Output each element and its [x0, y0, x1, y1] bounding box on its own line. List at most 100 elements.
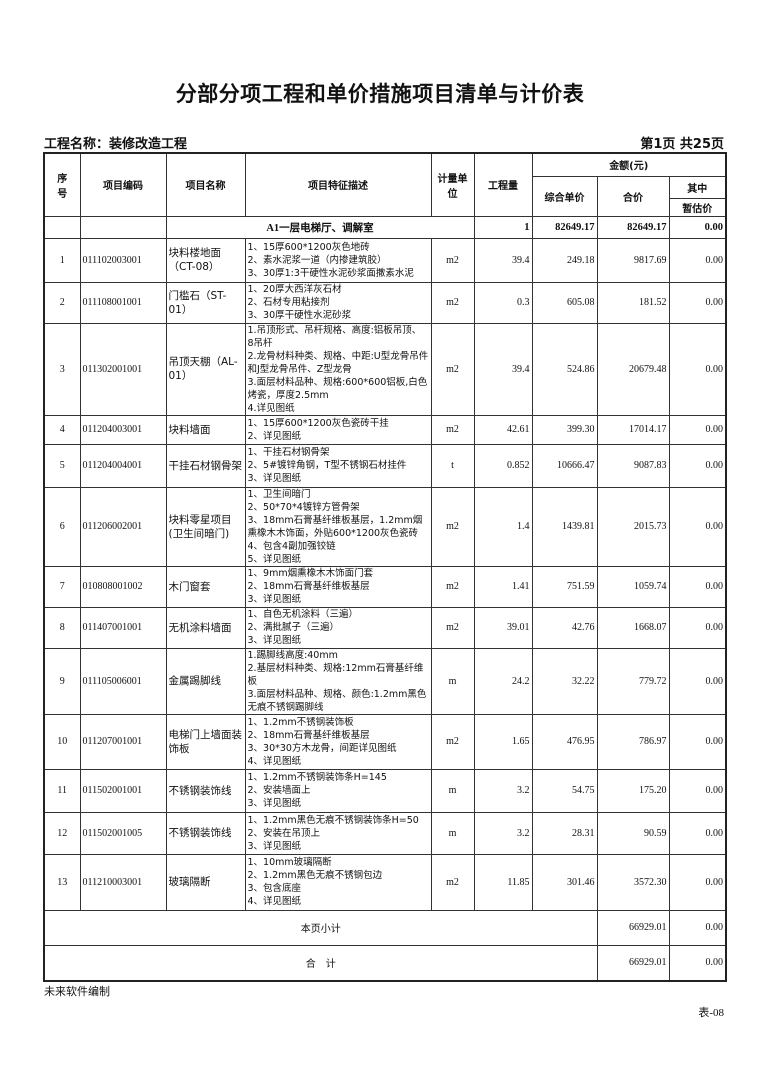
row-seq: 10 — [43, 713, 81, 770]
row-unit-price: 524.86 — [531, 322, 598, 416]
row-unit: m2 — [430, 606, 475, 649]
row-unit-price: 42.76 — [531, 606, 598, 649]
header-unit: 计量单位 — [430, 152, 475, 217]
row-desc: 1.吊顶形式、吊杆规格、高度:铝板吊顶、 8吊杆 2.龙骨材料种类、规格、中距:… — [244, 322, 432, 416]
row-code: 011102003001 — [79, 237, 167, 283]
subtotal-row: 本页小计 66929.01 0.00 — [43, 909, 727, 946]
row-unit-price: 54.75 — [531, 768, 598, 813]
row-total: 1059.74 — [596, 565, 670, 608]
row-seq: 12 — [43, 811, 81, 855]
row-desc: 1、卫生间暗门 2、50*70*4镀锌方管骨架 3、18mm石膏基纤维板基层，1… — [244, 486, 432, 567]
row-qty: 39.4 — [473, 322, 533, 416]
header-qty: 工程量 — [473, 152, 533, 217]
subtotal-row-label: 本页小计 — [43, 909, 598, 946]
row-unit: m2 — [430, 486, 475, 567]
row-provisional: 0.00 — [668, 237, 727, 283]
row-desc: 1、10mm玻璃隔断 2、1.2mm黑色无痕不锈钢包边 3、包含底座 4、详见图… — [244, 853, 432, 911]
section-provisional: 0.00 — [668, 215, 727, 239]
header-seq: 序号 — [43, 152, 81, 217]
row-total: 90.59 — [596, 811, 670, 855]
header-desc: 项目特征描述 — [244, 152, 432, 217]
row-unit: m2 — [430, 713, 475, 770]
row-seq: 7 — [43, 565, 81, 608]
row-total: 181.52 — [596, 281, 670, 324]
row-unit-price: 249.18 — [531, 237, 598, 283]
section-unit-price: 82649.17 — [531, 215, 598, 239]
row-name: 块料墙面 — [165, 414, 246, 445]
row-code: 011210003001 — [79, 853, 167, 911]
row-qty: 3.2 — [473, 768, 533, 813]
row-seq: 8 — [43, 606, 81, 649]
row-seq: 4 — [43, 414, 81, 445]
header-provisional: 暂估价 — [668, 197, 727, 217]
header-amount: 金额(元) — [531, 152, 727, 177]
row-seq: 3 — [43, 322, 81, 416]
row-provisional: 0.00 — [668, 853, 727, 911]
row-provisional: 0.00 — [668, 811, 727, 855]
grand-total-row-provisional: 0.00 — [668, 944, 727, 982]
header-name: 项目名称 — [165, 152, 246, 217]
row-code: 011502001001 — [79, 768, 167, 813]
grand-total-row-total: 66929.01 — [596, 944, 670, 982]
subtotal-row-total: 66929.01 — [596, 909, 670, 946]
subtotal-row-provisional: 0.00 — [668, 909, 727, 946]
row-code: 011207001001 — [79, 713, 167, 770]
row-code: 011108001001 — [79, 281, 167, 324]
row-seq: 5 — [43, 443, 81, 488]
header-code: 项目编码 — [79, 152, 167, 217]
row-provisional: 0.00 — [668, 322, 727, 416]
header-of-which: 其中 — [668, 175, 727, 199]
row-name: 块料楼地面（CT-08） — [165, 237, 246, 283]
row-unit: m2 — [430, 322, 475, 416]
row-provisional: 0.00 — [668, 768, 727, 813]
table-row: 11 011502001001 不锈钢装饰线 1、1.2mm不锈钢装饰条H=145 2… — [43, 768, 727, 813]
row-name: 无机涂料墙面 — [165, 606, 246, 649]
table-row: 4 011204003001 块料墙面 1、15厚600*1200灰色瓷砖干挂 2、详… — [43, 414, 727, 445]
row-unit-price: 399.30 — [531, 414, 598, 445]
row-unit: m2 — [430, 853, 475, 911]
row-unit: m — [430, 811, 475, 855]
row-name: 吊顶天棚（AL-01） — [165, 322, 246, 416]
row-total: 2015.73 — [596, 486, 670, 567]
row-desc: 1、1.2mm黑色无痕不锈钢装饰条H=50 2、安装在吊顶上 3、详见图纸 — [244, 811, 432, 855]
row-code: 011204004001 — [79, 443, 167, 488]
row-code: 011105006001 — [79, 647, 167, 715]
row-total: 175.20 — [596, 768, 670, 813]
row-name: 玻璃隔断 — [165, 853, 246, 911]
row-name: 门槛石（ST-01） — [165, 281, 246, 324]
row-unit-price: 605.08 — [531, 281, 598, 324]
row-unit: m — [430, 647, 475, 715]
row-desc: 1、15厚600*1200灰色地砖 2、素水泥浆一道（内掺建筑胶） 3、30厚1… — [244, 237, 432, 283]
row-unit: m2 — [430, 565, 475, 608]
row-code: 011407001001 — [79, 606, 167, 649]
row-total: 779.72 — [596, 647, 670, 715]
row-code: 011206002001 — [79, 486, 167, 567]
row-total: 1668.07 — [596, 606, 670, 649]
row-name: 金属踢脚线 — [165, 647, 246, 715]
footer-note: 未来软件编制 — [44, 985, 110, 998]
row-seq: 13 — [43, 853, 81, 911]
table-row: 5 011204004001 干挂石材钢骨架 1、干挂石材钢骨架 2、5#镀锌角钢，T… — [43, 443, 727, 488]
row-name: 块料零星项目(卫生间暗门) — [165, 486, 246, 567]
row-seq: 1 — [43, 237, 81, 283]
grand-total-row: 合 计 66929.01 0.00 — [43, 944, 727, 982]
row-provisional: 0.00 — [668, 647, 727, 715]
table-row: 9 011105006001 金属踢脚线 1.踢脚线高度:40mm 2.基层材料种类、… — [43, 647, 727, 715]
row-qty: 42.61 — [473, 414, 533, 445]
row-seq: 6 — [43, 486, 81, 567]
row-unit-price: 32.22 — [531, 647, 598, 715]
table-row: 10 011207001001 电梯门上墙面装饰板 1、1.2mm不锈钢装饰板 2、1… — [43, 713, 727, 770]
row-unit-price: 10666.47 — [531, 443, 598, 488]
row-seq: 2 — [43, 281, 81, 324]
row-provisional: 0.00 — [668, 443, 727, 488]
row-unit: m2 — [430, 414, 475, 445]
row-total: 3572.30 — [596, 853, 670, 911]
row-qty: 1.41 — [473, 565, 533, 608]
row-provisional: 0.00 — [668, 606, 727, 649]
row-desc: 1.踢脚线高度:40mm 2.基层材料种类、规格:12mm石膏基纤维板 3.面层… — [244, 647, 432, 715]
row-unit-price: 301.46 — [531, 853, 598, 911]
row-seq: 11 — [43, 768, 81, 813]
table-number: 表-08 — [698, 1007, 724, 1019]
page-info: 第1页 共25页 — [640, 137, 724, 152]
row-unit: m2 — [430, 237, 475, 283]
